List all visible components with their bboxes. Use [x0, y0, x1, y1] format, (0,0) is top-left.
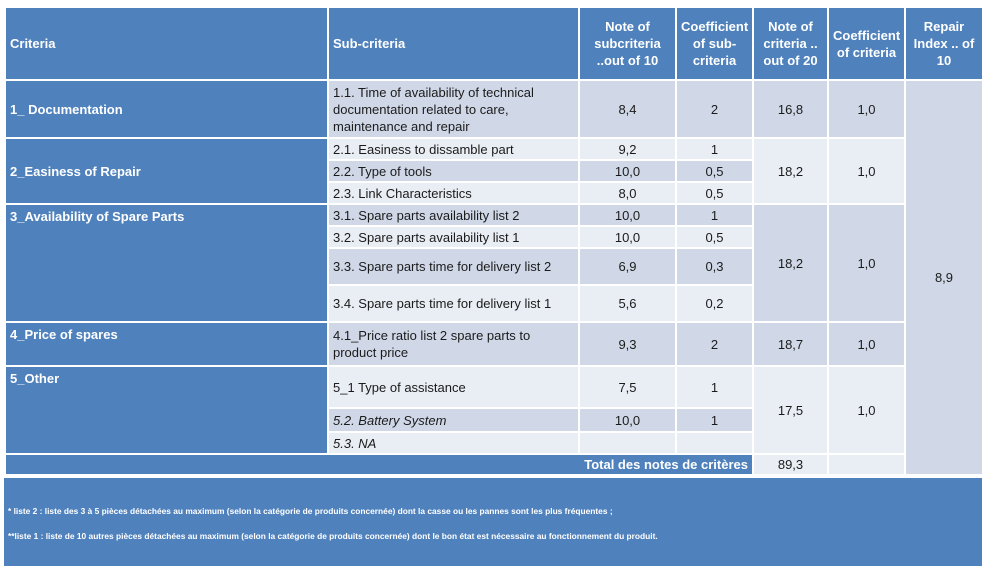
sub-criterion-coef: 0,2 [675, 284, 754, 323]
footnotes: * liste 2 : liste des 3 à 5 pièces détac… [4, 478, 982, 566]
criterion-price-of-spares: 4_Price of spares [4, 321, 329, 367]
total-value: 89,3 [752, 453, 829, 476]
criterion-note: 18,2 [752, 203, 829, 323]
sub-criterion-note: 10,0 [578, 159, 677, 183]
table-row: 3.3. Spare parts time for delivery list … [5, 247, 983, 286]
sub-criterion-note: 7,5 [578, 365, 677, 409]
sub-criterion-coef: 1 [675, 365, 754, 409]
criterion-note: 18,2 [752, 137, 829, 205]
sub-criterion-label: 3.4. Spare parts time for delivery list … [327, 284, 580, 323]
sub-criterion-note: 9,3 [578, 321, 677, 367]
criterion-coef: 1,0 [827, 79, 906, 139]
table-row: 2.2. Type of tools 10,0 0,5 [5, 159, 983, 183]
sub-criterion-coef: 0,5 [675, 181, 754, 205]
repair-index-table: Criteria Sub-criteria Note of subcriteri… [4, 6, 984, 476]
sub-criterion-coef: 2 [675, 321, 754, 367]
sub-criterion-label: 3.1. Spare parts availability list 2 [327, 203, 580, 227]
sub-criterion-coef: 2 [675, 79, 754, 139]
sub-criterion-note: 10,0 [578, 407, 677, 433]
sub-criterion-coef: 0,5 [675, 225, 754, 249]
sub-criterion-note: 9,2 [578, 137, 677, 161]
header-note-sub: Note of subcriteria ..out of 10 [578, 6, 677, 81]
sub-criterion-coef: 1 [675, 203, 754, 227]
criterion-availability-of-spare-parts: 3_Availability of Spare Parts [4, 203, 329, 323]
sub-criterion-label: 5.2. Battery System [327, 407, 580, 433]
footnote-list-1: **liste 1 : liste de 10 autres pièces dé… [8, 531, 658, 541]
sub-criterion-label: 2.2. Type of tools [327, 159, 580, 183]
criterion-other: 5_Other [4, 365, 329, 455]
sub-criterion-label: 1.1. Time of availability of technical d… [327, 79, 580, 139]
sub-criterion-label: 2.3. Link Characteristics [327, 181, 580, 205]
repair-index-table-container: Criteria Sub-criteria Note of subcriteri… [4, 6, 984, 566]
table-row: 4_Price of spares 4.1_Price ratio list 2… [4, 321, 983, 367]
repair-index-value: 8,9 [904, 79, 984, 476]
criterion-coef: 1,0 [827, 365, 906, 455]
criterion-note: 16,8 [752, 79, 829, 139]
total-label: Total des notes de critères [4, 453, 754, 476]
sub-criterion-label: 2.1. Easiness to dissamble part [327, 137, 580, 161]
sub-criterion-note: 8,0 [578, 181, 677, 205]
sub-criterion-label: 4.1_Price ratio list 2 spare parts to pr… [327, 321, 580, 367]
criterion-coef: 1,0 [827, 203, 906, 323]
table-row: 5_Other 5_1 Type of assistance 7,5 1 17,… [4, 365, 983, 455]
sub-criterion-note: 5,6 [578, 284, 677, 323]
total-row: Total des notes de critères 89,3 [4, 453, 983, 476]
total-empty-cell [827, 453, 906, 476]
sub-criterion-label: 5_1 Type of assistance [327, 365, 580, 409]
header-coef-criteria: Coefficient of criteria [827, 6, 906, 81]
table-row: 5.2. Battery System 10,0 1 [5, 407, 983, 433]
table-row: 3.4. Spare parts time for delivery list … [5, 284, 983, 323]
criterion-coef: 1,0 [827, 137, 906, 205]
sub-criterion-coef: 0,5 [675, 159, 754, 183]
sub-criterion-note [578, 431, 677, 455]
table-row: 3_Availability of Spare Parts 3.1. Spare… [4, 203, 983, 323]
header-note-criteria: Note of criteria .. out of 20 [752, 6, 829, 81]
criterion-documentation: 1_ Documentation [4, 79, 329, 139]
sub-criterion-coef: 0,3 [675, 247, 754, 286]
criterion-note: 18,7 [752, 321, 829, 367]
sub-criterion-coef: 1 [675, 137, 754, 161]
header-criteria: Criteria [4, 6, 329, 81]
sub-criterion-label: 5.3. NA [327, 431, 580, 455]
table-row: 2.3. Link Characteristics 8,0 0,5 [5, 181, 983, 205]
header-repair-index: Repair Index .. of 10 [904, 6, 984, 81]
table-row: 1_ Documentation 1.1. Time of availabili… [4, 79, 984, 476]
criterion-easiness-of-repair: 2_Easiness of Repair [4, 137, 329, 205]
header-sub-criteria: Sub-criteria [327, 6, 580, 81]
criterion-note: 17,5 [752, 365, 829, 455]
sub-criterion-label: 3.3. Spare parts time for delivery list … [327, 247, 580, 286]
table-row: 3.2. Spare parts availability list 1 10,… [5, 225, 983, 249]
table-row: 2_Easiness of Repair 2.1. Easiness to di… [4, 137, 983, 205]
footnote-list-2: * liste 2 : liste des 3 à 5 pièces détac… [8, 506, 613, 516]
sub-criterion-note: 10,0 [578, 225, 677, 249]
sub-criterion-coef: 1 [675, 407, 754, 433]
sub-criterion-label: 3.2. Spare parts availability list 1 [327, 225, 580, 249]
sub-criterion-note: 6,9 [578, 247, 677, 286]
sub-criterion-note: 10,0 [578, 203, 677, 227]
header-coef-sub: Coefficient of sub-criteria [675, 6, 754, 81]
criterion-coef: 1,0 [827, 321, 906, 367]
header-row: Criteria Sub-criteria Note of subcriteri… [4, 6, 984, 81]
sub-criterion-coef [675, 431, 754, 455]
table-row: 5.3. NA [5, 431, 983, 455]
sub-criterion-note: 8,4 [578, 79, 677, 139]
